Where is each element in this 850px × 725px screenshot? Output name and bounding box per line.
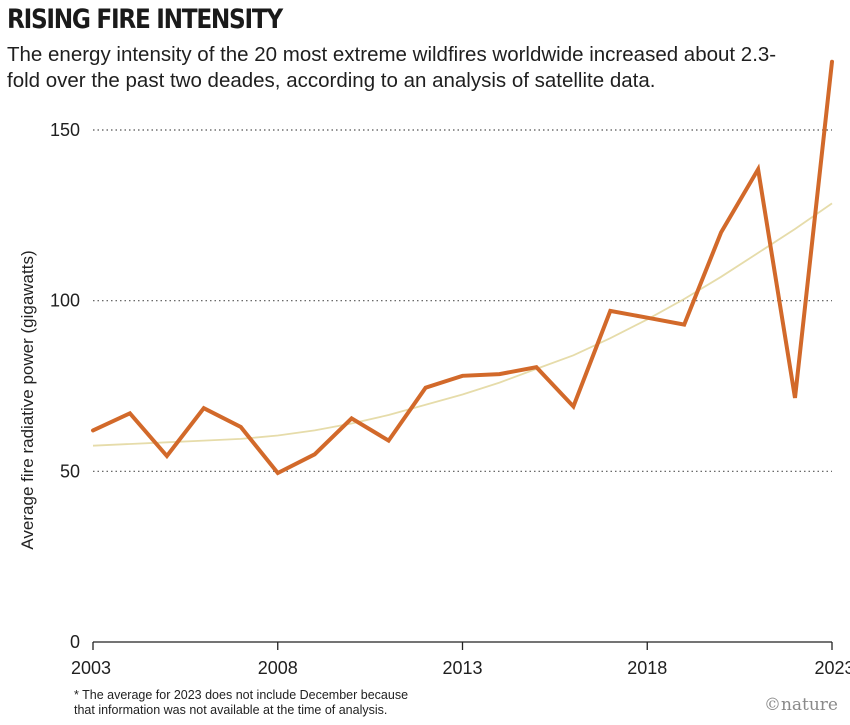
y-tick-label-100: 100	[50, 291, 80, 311]
footnote-line-2: that information was not available at th…	[74, 703, 388, 717]
series-lines	[91, 59, 834, 476]
chart-subtitle: The energy intensity of the 20 most extr…	[7, 43, 777, 92]
y-tick-label-150: 150	[50, 120, 80, 140]
grid-lines	[93, 129, 832, 643]
fire-power-line	[91, 59, 834, 476]
chart-title: RISING FIRE INTENSITY	[7, 4, 283, 35]
x-tick-label-2003: 2003	[71, 658, 111, 678]
trend-line	[92, 202, 833, 447]
x-tick-label-2023: 2023*	[814, 658, 850, 678]
y-tick-label-0: 0	[70, 632, 80, 652]
x-tick-labels: 2003 2008 2013 2018 2023*	[71, 642, 850, 678]
x-tick-label-2008: 2008	[258, 658, 298, 678]
x-tick-label-2018: 2018	[627, 658, 667, 678]
y-tick-label-50: 50	[60, 461, 80, 481]
footnote-line-1: * The average for 2023 does not include …	[74, 688, 409, 702]
x-tick-label-2013: 2013	[442, 658, 482, 678]
y-tick-labels: 0 50 100 150	[50, 120, 80, 652]
nature-logo: ©nature	[763, 695, 838, 715]
footnote: * The average for 2023 does not include …	[74, 688, 408, 718]
